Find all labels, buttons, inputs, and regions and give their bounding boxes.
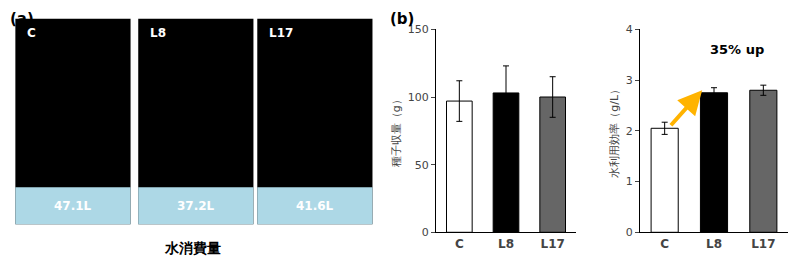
svg-text:L8: L8 bbox=[150, 26, 166, 40]
svg-text:L17: L17 bbox=[540, 237, 564, 251]
svg-text:0: 0 bbox=[422, 226, 429, 239]
svg-text:150: 150 bbox=[408, 23, 429, 36]
svg-text:100: 100 bbox=[408, 91, 429, 104]
svg-text:0: 0 bbox=[626, 226, 633, 239]
svg-text:2: 2 bbox=[626, 125, 633, 138]
svg-text:L8: L8 bbox=[706, 237, 722, 251]
svg-text:47.1L: 47.1L bbox=[54, 199, 92, 213]
svg-text:種子収量（g）: 種子収量（g） bbox=[390, 94, 403, 167]
svg-text:50: 50 bbox=[415, 159, 429, 172]
svg-text:水消費量: 水消費量 bbox=[164, 240, 221, 256]
svg-text:(a): (a) bbox=[10, 10, 34, 28]
svg-text:C: C bbox=[27, 26, 36, 40]
svg-text:C: C bbox=[455, 237, 464, 251]
svg-text:L17: L17 bbox=[751, 237, 775, 251]
svg-text:35% up: 35% up bbox=[710, 42, 764, 57]
svg-text:4: 4 bbox=[626, 23, 633, 36]
svg-text:L8: L8 bbox=[498, 237, 514, 251]
svg-text:1: 1 bbox=[626, 175, 633, 188]
svg-text:(b): (b) bbox=[390, 10, 414, 28]
svg-text:C: C bbox=[660, 237, 669, 251]
svg-text:37.2L: 37.2L bbox=[177, 199, 215, 213]
svg-text:3: 3 bbox=[626, 74, 633, 87]
svg-text:水利用効率（g/L）: 水利用効率（g/L） bbox=[608, 84, 621, 178]
svg-text:41.6L: 41.6L bbox=[296, 199, 334, 213]
svg-text:L17: L17 bbox=[269, 26, 293, 40]
